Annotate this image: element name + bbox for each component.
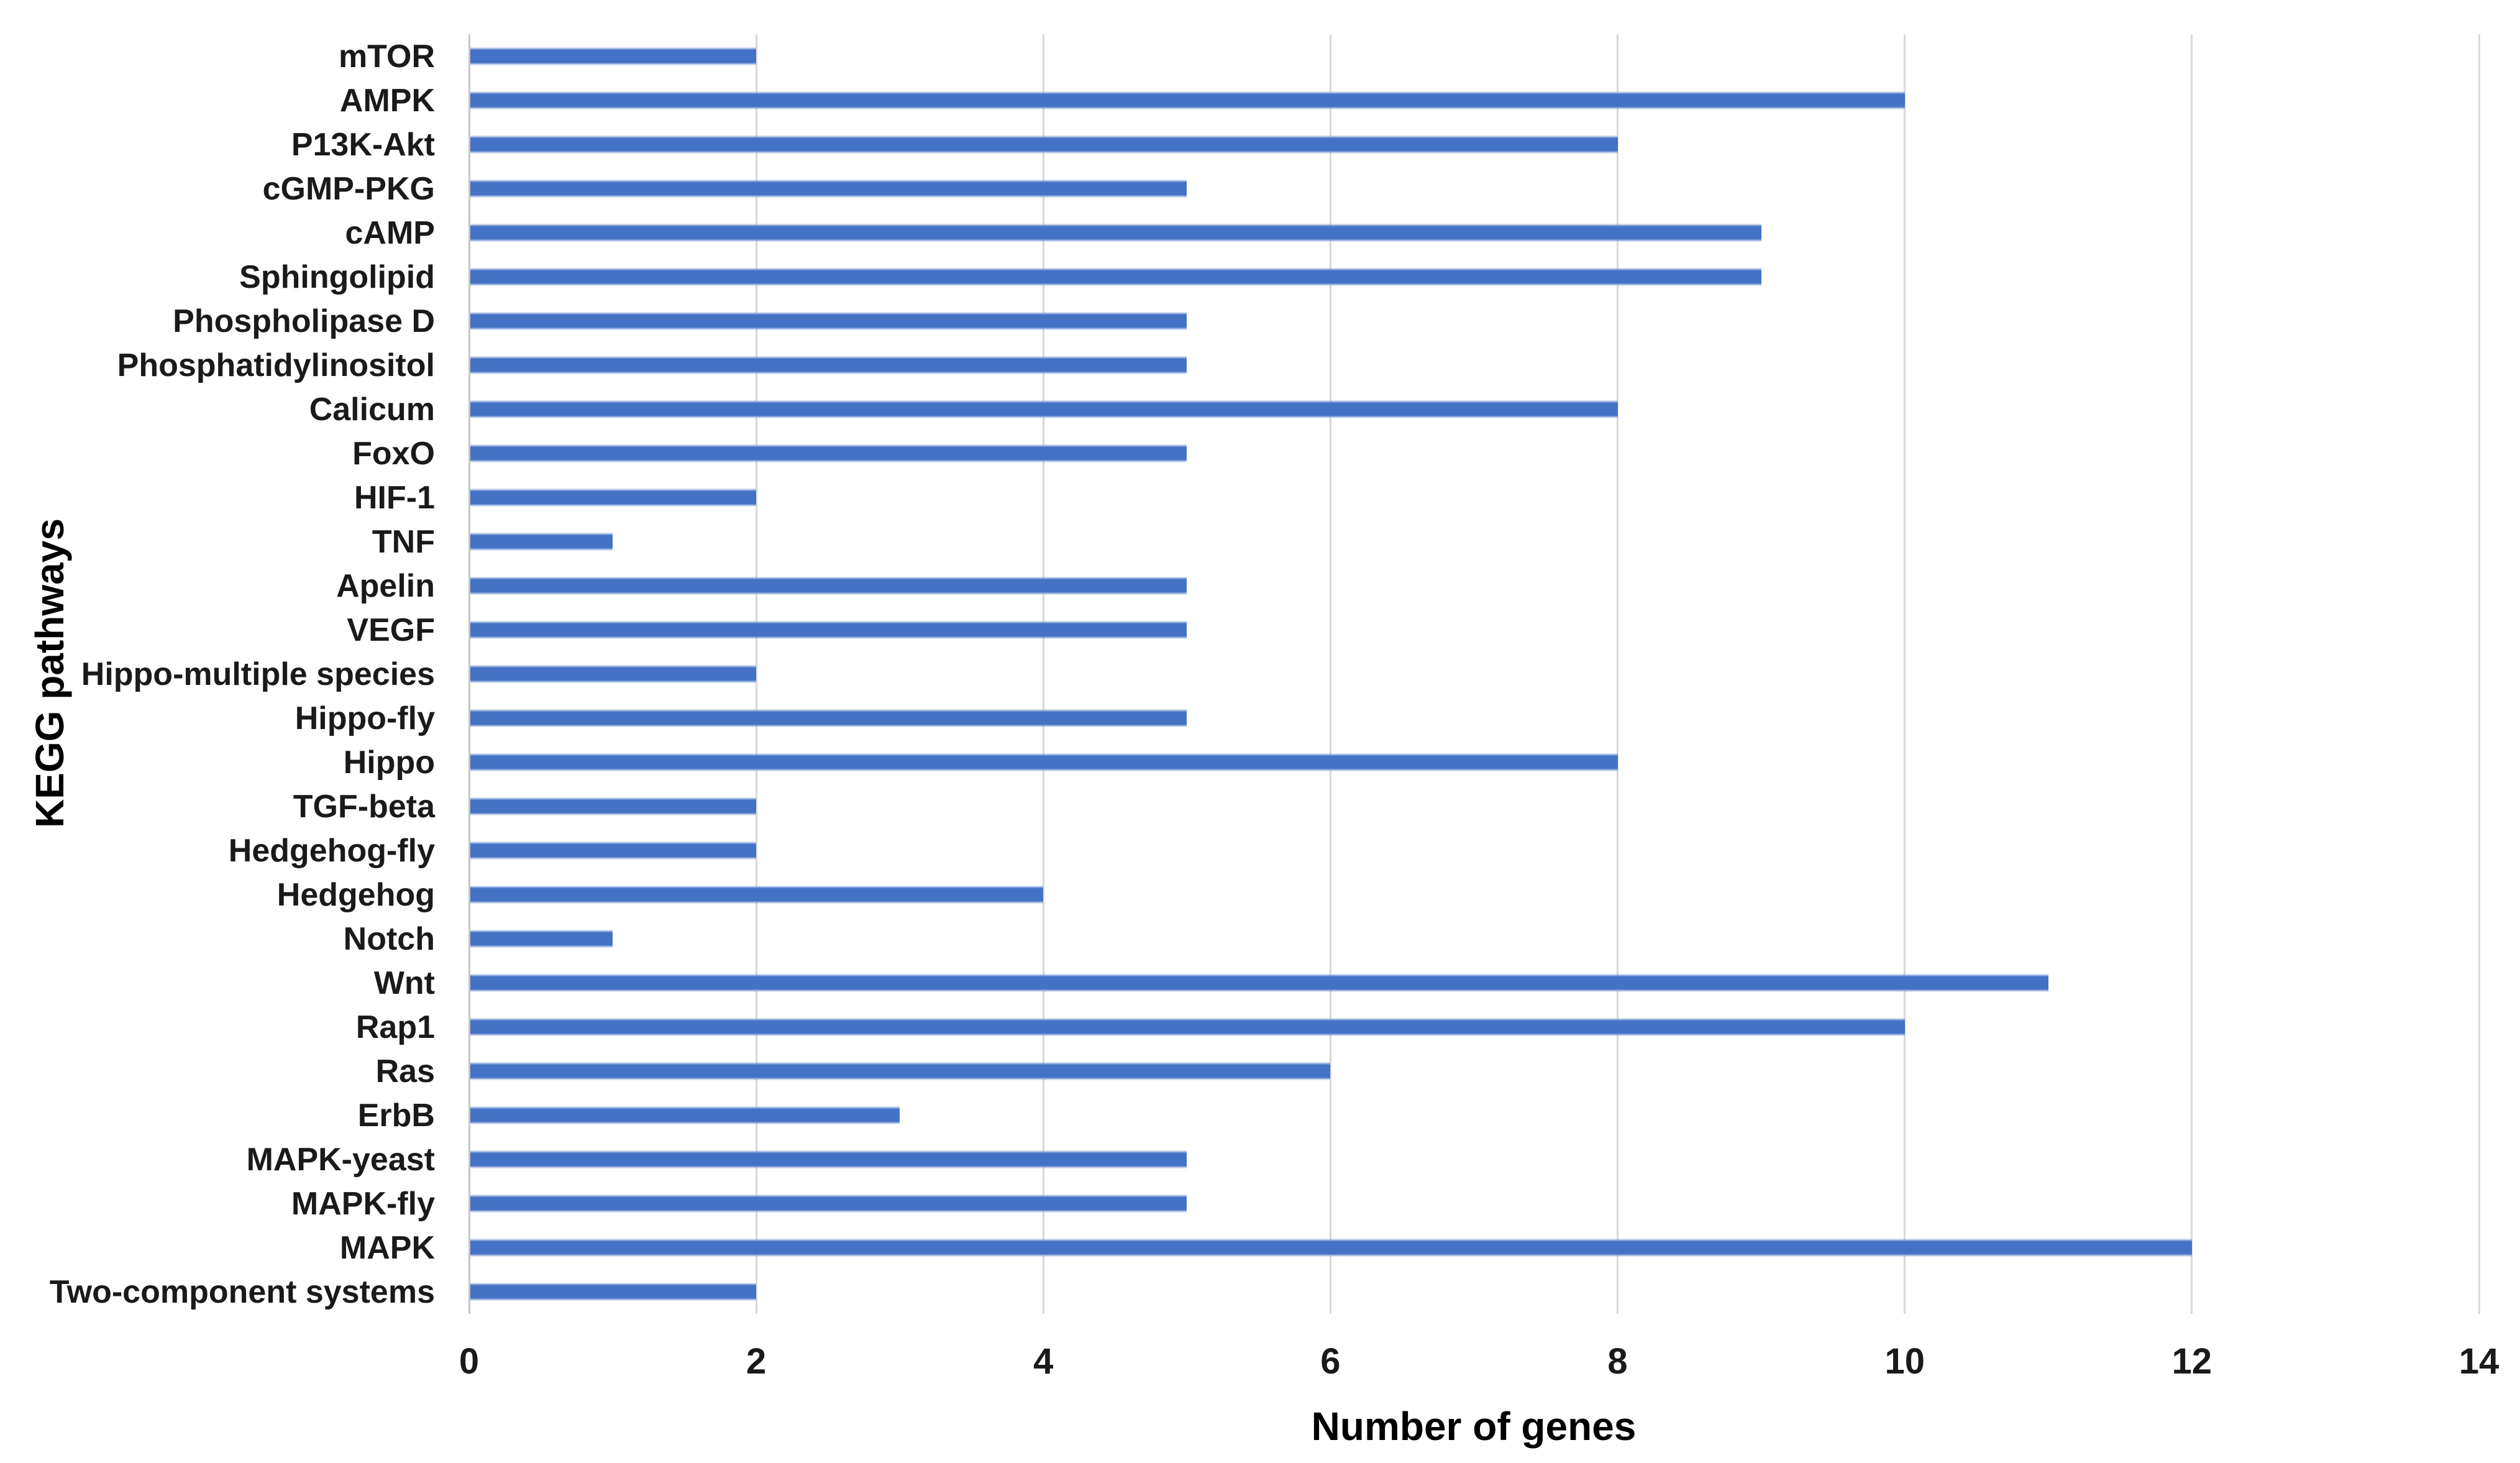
bar — [470, 754, 1618, 770]
category-label: Hedgehog — [276, 876, 435, 913]
bar — [470, 446, 1187, 461]
category-label: Apelin — [336, 567, 435, 604]
bar — [470, 1284, 757, 1300]
category-label: Hippo-fly — [294, 700, 435, 736]
category-label: MAPK — [339, 1229, 435, 1266]
gridline — [1617, 34, 1619, 1314]
bar — [470, 1108, 900, 1123]
x-tick-label: 10 — [1884, 1341, 1925, 1382]
bar — [470, 269, 1761, 285]
gridline — [2191, 34, 2193, 1314]
category-label: Phosphatidylinositol — [117, 347, 435, 383]
gridline — [1042, 34, 1044, 1314]
category-label: AMPK — [339, 82, 435, 119]
bar — [470, 357, 1187, 373]
bar — [470, 1019, 1905, 1035]
category-label: Two-component systems — [49, 1273, 435, 1310]
category-label: Ras — [375, 1053, 435, 1089]
bar — [470, 887, 1044, 902]
category-label: Hedgehog-fly — [228, 832, 435, 869]
gridline — [1329, 34, 1331, 1314]
category-label: TNF — [372, 523, 435, 560]
x-tick-label: 12 — [2171, 1341, 2212, 1382]
category-label: Calicum — [309, 391, 435, 428]
bar — [470, 534, 613, 549]
category-label: TGF-beta — [293, 788, 435, 825]
bar — [470, 313, 1187, 329]
bar — [470, 666, 757, 682]
bar — [470, 1240, 2192, 1255]
bar — [470, 1196, 1187, 1211]
bar — [470, 931, 613, 947]
category-label: Notch — [343, 920, 435, 957]
bar — [470, 137, 1618, 152]
category-label: VEGF — [347, 612, 435, 648]
category-label: Rap1 — [355, 1009, 435, 1045]
bar — [470, 710, 1187, 726]
category-label: Wnt — [373, 965, 435, 1001]
category-label: Hippo — [343, 744, 435, 781]
category-label: cAMP — [345, 214, 435, 251]
bar — [470, 843, 757, 858]
y-axis-line — [468, 34, 470, 1314]
x-tick-label: 0 — [459, 1341, 480, 1382]
category-label: P13K-Akt — [291, 126, 435, 163]
x-tick-label: 6 — [1320, 1341, 1341, 1382]
category-label: Sphingolipid — [239, 259, 435, 295]
bar — [470, 1063, 1331, 1079]
category-label: FoxO — [352, 435, 435, 472]
gridline — [2478, 34, 2480, 1314]
category-label: mTOR — [338, 38, 435, 75]
category-label: MAPK-fly — [291, 1185, 435, 1222]
bar — [470, 578, 1187, 594]
bar — [470, 401, 1618, 417]
bar — [470, 93, 1905, 108]
gridline — [1904, 34, 1906, 1314]
x-tick-label: 2 — [746, 1341, 767, 1382]
gridline — [755, 34, 757, 1314]
bar — [470, 181, 1187, 196]
category-label: HIF-1 — [354, 479, 435, 516]
bar — [470, 975, 2048, 991]
category-label: ErbB — [357, 1097, 435, 1134]
bar — [470, 799, 757, 814]
bar — [470, 1152, 1187, 1167]
bar — [470, 48, 757, 64]
bar — [470, 490, 757, 505]
category-label: Hippo-multiple species — [81, 656, 435, 692]
x-tick-label: 8 — [1607, 1341, 1628, 1382]
category-label: cGMP-PKG — [262, 170, 435, 207]
bar — [470, 225, 1761, 241]
category-label: Phospholipase D — [173, 303, 435, 339]
category-label: MAPK-yeast — [246, 1141, 435, 1178]
x-tick-label: 4 — [1033, 1341, 1054, 1382]
x-axis-title: Number of genes — [1311, 1404, 1637, 1449]
bar — [470, 622, 1187, 638]
x-tick-label: 14 — [2458, 1341, 2499, 1382]
